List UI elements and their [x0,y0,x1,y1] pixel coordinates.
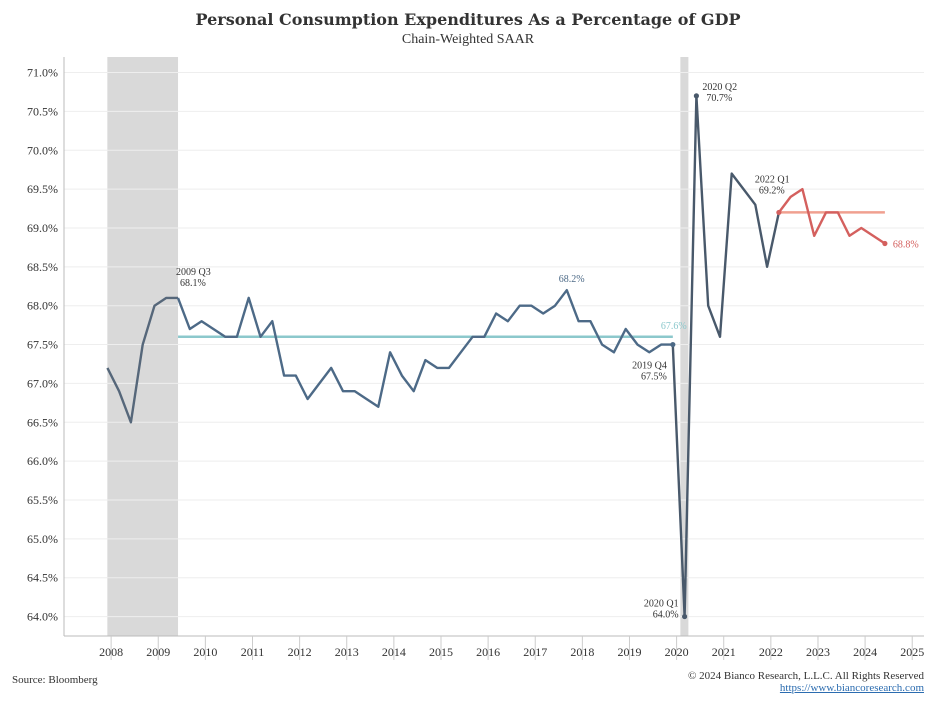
x-tick-label: 2025 [900,645,924,659]
average-label: 67.6% [661,321,687,332]
point-marker [776,209,782,216]
annotation-label: 2019 Q4 [632,361,667,372]
x-tick-label: 2010 [193,645,217,659]
annotation-value: 68.8% [893,240,919,251]
x-tick-label: 2022 [759,645,783,659]
y-tick-label: 70.5% [27,104,58,118]
point-marker [693,93,699,99]
annotation-label: 2020 Q2 [702,82,737,93]
x-tick-label: 2016 [476,645,500,659]
y-tick-label: 69.5% [27,182,58,196]
annotation-value: 68.1% [180,278,206,289]
x-tick-label: 2017 [523,645,547,659]
annotation-value: 68.2% [559,274,585,285]
annotation-label: 2020 Q1 [644,599,679,610]
y-tick-label: 67.5% [27,338,58,352]
point-marker [682,613,688,620]
y-tick-label: 68.0% [27,299,58,313]
y-tick-label: 69.0% [27,221,58,235]
x-tick-label: 2018 [570,645,594,659]
x-tick-label: 2012 [288,645,312,659]
recession-band-1 [680,57,689,636]
x-tick-label: 2024 [853,645,877,659]
x-tick-label: 2021 [712,645,736,659]
x-tick-label: 2023 [806,645,830,659]
x-tick-label: 2008 [99,645,123,659]
y-tick-label: 70.0% [27,143,58,157]
y-tick-label: 65.0% [27,532,58,546]
series-line-main [671,94,781,618]
series-line-pre [106,296,178,424]
point-marker [670,341,676,348]
y-tick-label: 66.5% [27,415,58,429]
annotation-value: 67.5% [641,372,667,383]
annotation-value: 69.2% [759,185,785,196]
source-note: Source: Bloomberg [12,674,98,686]
x-tick-label: 2019 [617,645,641,659]
x-tick-label: 2015 [429,645,453,659]
copyright-text: © 2024 Bianco Research, L.L.C. All Right… [688,670,924,682]
series-line-mid [176,289,673,408]
y-tick-label: 64.0% [27,610,58,624]
y-tick-label: 67.0% [27,376,58,390]
series-line-recent [777,187,886,245]
x-tick-label: 2013 [335,645,359,659]
y-tick-label: 71.0% [27,66,58,80]
website-link[interactable]: https://www.biancoresearch.com [779,682,924,694]
copyright-note: © 2024 Bianco Research, L.L.C. All Right… [688,670,924,694]
y-tick-label: 66.0% [27,454,58,468]
annotation-value: 70.7% [706,93,732,104]
annotation-label: 2022 Q1 [755,174,790,185]
x-tick-label: 2014 [382,645,406,659]
y-tick-label: 68.5% [27,260,58,274]
y-tick-label: 65.5% [27,493,58,507]
chart-subtitle: Chain-Weighted SAAR [401,32,535,47]
annotation-value: 64.0% [653,610,679,621]
x-tick-label: 2011 [241,645,265,659]
x-tick-label: 2020 [665,645,689,659]
y-tick-label: 64.5% [27,571,58,585]
point-marker [882,240,888,247]
x-tick-label: 2009 [146,645,170,659]
chart-title: Personal Consumption Expenditures As a P… [195,10,741,29]
annotation-label: 2009 Q3 [176,267,211,278]
